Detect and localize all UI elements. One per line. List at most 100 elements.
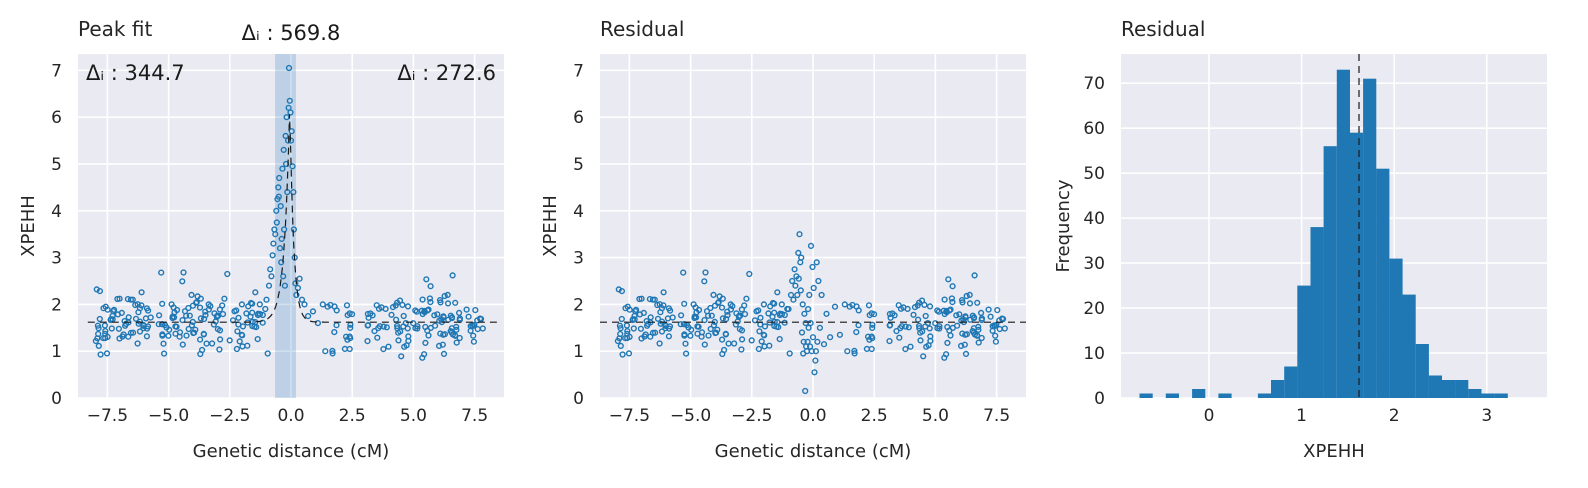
data-point — [809, 334, 817, 341]
data-point — [703, 308, 711, 315]
data-point — [735, 312, 743, 320]
data-point — [811, 369, 818, 376]
data-point — [437, 299, 444, 306]
x-tick-label: −5.0 — [148, 406, 189, 426]
data-point — [902, 346, 909, 353]
data-point — [778, 311, 786, 318]
data-point — [681, 300, 688, 307]
data-point — [915, 322, 923, 330]
y-axis-label: XPEHH — [18, 195, 39, 257]
fit-curve — [87, 114, 502, 323]
data-point — [275, 184, 282, 191]
data-point — [188, 291, 195, 299]
y-tick-label: 4 — [573, 202, 584, 222]
data-point — [798, 254, 805, 261]
data-point — [807, 320, 814, 327]
histogram-bar — [1218, 393, 1232, 398]
x-tick-label: 7.5 — [983, 406, 1010, 426]
data-point — [823, 310, 830, 317]
data-point — [238, 301, 246, 308]
data-point — [412, 325, 419, 332]
histogram-bar — [1389, 258, 1403, 398]
data-point — [138, 289, 145, 296]
data-point — [969, 328, 976, 335]
data-point — [273, 219, 280, 226]
y-tick-label: 6 — [573, 108, 584, 128]
data-point — [692, 314, 700, 321]
x-tick-label: 1 — [1296, 406, 1307, 426]
data-point — [288, 128, 295, 135]
data-point — [632, 308, 639, 315]
data-point — [145, 307, 152, 314]
data-point — [725, 340, 732, 347]
data-point — [741, 311, 749, 318]
data-point — [179, 317, 186, 324]
data-point — [436, 317, 443, 324]
data-point — [992, 338, 1000, 345]
data-point — [956, 311, 963, 318]
data-point — [624, 303, 631, 310]
data-point — [259, 319, 266, 326]
data-point — [419, 310, 426, 318]
data-point — [705, 332, 712, 339]
data-point — [820, 341, 828, 348]
histogram-bar — [1402, 294, 1416, 398]
data-point — [802, 387, 809, 395]
data-point — [662, 322, 669, 330]
data-point — [904, 305, 911, 313]
data-point — [293, 291, 300, 299]
data-point — [267, 266, 274, 273]
data-point — [130, 329, 137, 336]
data-point — [776, 336, 783, 343]
data-point — [186, 312, 193, 319]
x-tick-label: −7.5 — [87, 406, 128, 426]
data-point — [947, 306, 954, 313]
data-point — [395, 337, 402, 344]
data-point — [851, 350, 858, 357]
data-point — [809, 263, 816, 271]
data-point — [120, 331, 127, 338]
data-point — [168, 301, 175, 308]
data-point — [961, 341, 968, 348]
data-point — [765, 310, 772, 317]
data-point — [797, 287, 804, 294]
data-point — [434, 311, 441, 318]
data-point — [234, 328, 241, 335]
data-point — [940, 307, 947, 314]
data-point — [346, 310, 353, 317]
data-point — [259, 311, 266, 319]
data-point — [707, 325, 714, 333]
data-point — [831, 303, 839, 310]
x-tick-label: 0 — [1204, 406, 1215, 426]
x-tick-label: 5.0 — [922, 406, 949, 426]
data-point — [948, 295, 956, 302]
data-point — [425, 306, 432, 313]
data-point — [329, 347, 336, 355]
histogram-bar — [1139, 393, 1153, 398]
data-point — [279, 165, 286, 172]
data-point — [124, 296, 132, 303]
data-point — [810, 284, 817, 292]
y-tick-label: 3 — [573, 249, 584, 269]
data-point — [444, 300, 452, 307]
data-point — [654, 315, 662, 322]
data-point — [807, 242, 815, 250]
data-point — [333, 307, 340, 314]
data-point — [197, 295, 204, 302]
data-point — [135, 320, 142, 327]
data-point — [239, 332, 246, 339]
data-point — [467, 327, 474, 334]
data-point — [975, 339, 982, 346]
data-point — [290, 189, 297, 196]
tick-labels: −7.5 −5.0 −2.5 0.0 2.5 5.0 7.5 0 1 2 3 4 5 6 7 — [51, 61, 488, 426]
data-point — [268, 273, 275, 280]
y-tick-label: 1 — [51, 342, 62, 362]
data-point — [95, 342, 102, 350]
peak-fit-panel: −7.5 −5.0 −2.5 0.0 2.5 5.0 7.5 0 1 2 3 4 5 6 7 Peak fi… — [18, 17, 504, 462]
data-point — [916, 325, 923, 332]
x-tick-label: 0.0 — [277, 406, 304, 426]
data-point — [364, 338, 371, 345]
data-point — [437, 330, 444, 337]
